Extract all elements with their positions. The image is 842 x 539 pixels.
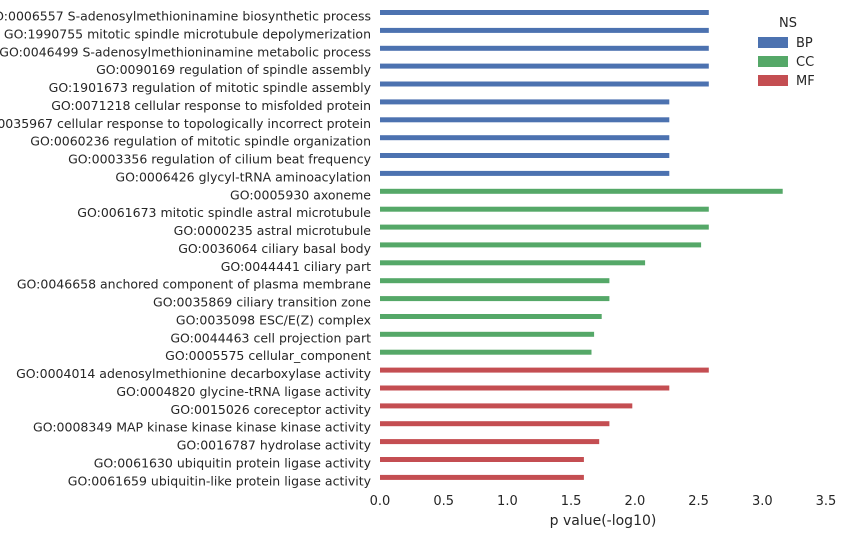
x-tick-label: 1.0 <box>497 494 518 509</box>
category-label: GO:0044441 ciliary part <box>221 259 371 274</box>
legend-label-mf: MF <box>796 74 815 89</box>
category-label: GO:0004014 adenosylmethionine decarboxyl… <box>16 366 371 381</box>
bar-go-0044463 <box>380 331 595 337</box>
bar-go-0061659 <box>380 474 584 480</box>
category-label: GO:0035967 cellular response to topologi… <box>0 116 371 131</box>
bar-go-0035967 <box>380 117 670 123</box>
category-label: GO:0004820 glycine-tRNA ligase activity <box>116 384 371 399</box>
category-label: GO:0006557 S-adenosylmethioninamine bios… <box>0 9 371 24</box>
category-label: GO:0005575 cellular_component <box>165 348 371 363</box>
bar-go-0036064 <box>380 242 702 248</box>
x-tick-label: 3.5 <box>816 494 837 509</box>
category-label: GO:0061673 mitotic spindle astral microt… <box>77 205 371 220</box>
category-label: GO:0000235 astral microtubule <box>174 223 372 238</box>
bar-go-0061630 <box>380 457 584 462</box>
x-tick-label: 0.5 <box>433 494 454 509</box>
bar-go-0060236 <box>380 135 670 141</box>
legend-swatch-mf <box>758 75 788 86</box>
bar-go-0006557 <box>380 10 709 15</box>
bar-go-0044441 <box>380 260 646 266</box>
bar-go-0005575 <box>380 349 592 355</box>
category-label: GO:0061659 ubiquitin-like protein ligase… <box>68 473 372 488</box>
bar-go-0005930 <box>380 188 783 194</box>
x-tick-label: 1.5 <box>561 494 582 509</box>
bar-go-0004820 <box>380 385 670 391</box>
category-label: GO:0036064 ciliary basal body <box>178 241 371 256</box>
category-label: GO:0044463 cell projection part <box>170 330 371 345</box>
legend-title: NS <box>779 16 797 31</box>
bar-go-0000235 <box>380 224 709 230</box>
category-label: GO:0015026 coreceptor activity <box>171 402 372 417</box>
x-tick-label: 0.0 <box>370 494 391 509</box>
category-label: GO:0035869 ciliary transition zone <box>153 295 371 310</box>
category-label: GO:0016787 hydrolase activity <box>177 438 372 453</box>
bar-go-0035869 <box>380 296 610 302</box>
bar-go-0035098 <box>380 314 602 319</box>
x-tick-label: 2.0 <box>625 494 646 509</box>
legend-swatch-cc <box>758 56 788 67</box>
category-label: GO:0008349 MAP kinase kinase kinase kina… <box>33 420 372 435</box>
category-label: GO:0035098 ESC/E(Z) complex <box>176 313 371 328</box>
bar-go-0015026 <box>380 403 633 409</box>
x-axis-label: p value(-log10) <box>550 513 657 529</box>
category-label: GO:0005930 axoneme <box>230 187 371 202</box>
legend-swatch-bp <box>758 37 788 48</box>
category-labels: GO:0006557 S-adenosylmethioninamine bios… <box>0 9 372 489</box>
legend: NS BP CC MF <box>758 16 815 89</box>
category-label: GO:1901673 regulation of mitotic spindle… <box>49 80 372 95</box>
bar-go-1990755 <box>380 27 709 33</box>
category-label: GO:0046658 anchored component of plasma … <box>17 277 371 292</box>
bar-go-0061673 <box>380 206 709 212</box>
category-label: GO:0060236 regulation of mitotic spindle… <box>30 134 371 149</box>
category-label: GO:1990755 mitotic spindle microtubule d… <box>4 26 371 41</box>
bar-go-0016787 <box>380 439 600 445</box>
bar-go-0046499 <box>380 45 709 51</box>
category-label: GO:0046499 S-adenosylmethioninamine meta… <box>0 44 371 59</box>
bar-go-0003356 <box>380 153 670 158</box>
category-label: GO:0061630 ubiquitin protein ligase acti… <box>94 456 372 471</box>
bar-go-0071218 <box>380 99 670 105</box>
category-label: GO:0003356 regulation of cilium beat fre… <box>68 152 371 167</box>
legend-label-bp: BP <box>796 36 813 51</box>
x-axis-ticks: 0.0 0.5 1.0 1.5 2.0 2.5 3.0 3.5 <box>370 494 837 509</box>
x-tick-label: 2.5 <box>688 494 709 509</box>
bar-go-0090169 <box>380 63 709 69</box>
bar-go-0006426 <box>380 170 670 176</box>
category-label: GO:0071218 cellular response to misfolde… <box>51 98 371 113</box>
bar-go-0008349 <box>380 421 610 427</box>
bars-group <box>380 10 783 480</box>
category-label: GO:0090169 regulation of spindle assembl… <box>96 62 372 77</box>
bar-go-0004014 <box>380 367 709 373</box>
bar-go-1901673 <box>380 81 709 87</box>
bar-go-0046658 <box>380 278 610 284</box>
x-tick-label: 3.0 <box>752 494 773 509</box>
category-label: GO:0006426 glycyl-tRNA aminoacylation <box>115 169 371 184</box>
legend-label-cc: CC <box>796 55 814 70</box>
